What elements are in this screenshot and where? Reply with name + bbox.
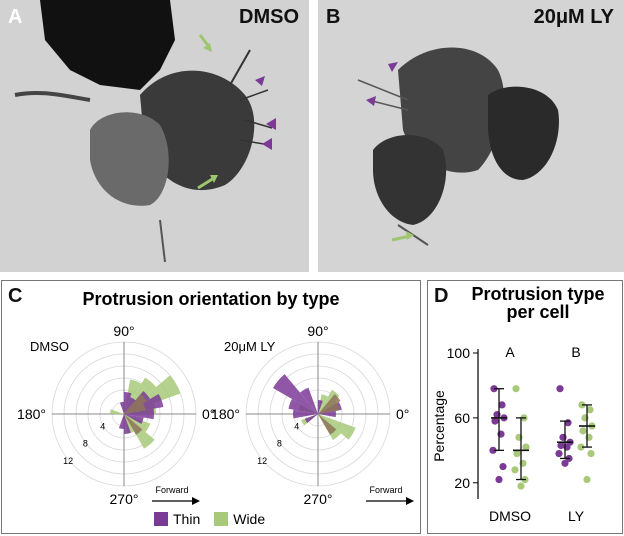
rose-wedge-thin-dmso [124,414,131,434]
rose-wedge-overlap-dmso [124,414,143,435]
rose-wedge-wide-ly [318,394,328,414]
legend-label-wide: Wide [233,511,266,527]
y-tick-label: 20 [454,475,470,491]
rose-wedge-thin-dmso [124,397,136,414]
rose-wedge-thin-dmso [118,414,124,429]
point-wide-dmso [512,385,520,393]
rose-wedge-overlap-ly [318,403,340,414]
panel-c-letter: C [8,285,23,307]
rose-angle-180-ly: 180° [211,406,240,422]
rose-wedge-overlap-ly [318,394,341,414]
point-thin-ly [555,449,563,458]
rose-wedge-thin-dmso [124,408,155,420]
rose-wedge-wide-dmso [110,409,124,414]
point-thin-ly [556,385,564,393]
rose-wedge-thin-dmso [124,414,144,424]
rose-wedge-overlap-dmso [124,394,147,414]
point-wide-dmso [522,443,530,451]
y-tick-label: 100 [447,345,471,361]
panel-d-title-line1: Protrusion type [471,284,605,304]
rose-wedge-wide-ly [318,414,356,440]
legend-swatch-wide [214,512,229,526]
y-tick-label: 60 [454,410,470,426]
rose-wedge-thin-dmso [124,392,132,414]
group-letter-a: A [505,344,515,360]
x-label-dmso: DMSO [489,508,531,524]
panel-a-image [0,0,309,272]
legend-label-thin: Thin [173,511,201,527]
rose-angle-90-dmso: 90° [113,323,134,339]
rose-wedge-thin-ly [318,400,323,414]
panel-d-letter: D [434,285,449,307]
rose-radial-tick-ly: 12 [257,456,267,466]
rose-right-label: 20μM LY [224,339,276,354]
forward-arrowhead-ly [406,497,414,505]
legend: Thin Wide [154,511,265,527]
forward-label-dmso: Forward [155,485,188,495]
x-label-ly: LY [568,508,585,524]
panel-a-letter: A [8,6,23,28]
point-thin-dmso [499,462,507,471]
scatter-plot: 100 60 20 Percentage A B DMSO LY [431,344,596,524]
group-letter-b: B [571,344,580,360]
rose-left-label: DMSO [30,339,69,354]
rose-wedge-thin-ly [304,414,318,423]
rose-wedge-overlap-dmso [124,403,146,414]
panel-c-title: Protrusion orientation by type [82,289,340,309]
panel-a-label: DMSO [239,6,299,28]
point-wide-ly [587,449,595,458]
rose-wedge-overlap-ly [318,414,337,435]
rose-wedge-thin-ly [292,409,318,419]
point-wide-ly [577,443,585,451]
rose-angle-0-dmso: 0° [202,406,215,422]
point-thin-dmso [489,446,497,454]
rose-radial-tick-ly: 4 [294,421,299,431]
point-wide-dmso [517,482,525,490]
rose-wedge-thin-ly [300,387,318,414]
panel-a-micrograph: A DMSO [0,0,309,272]
rose-radial-tick-dmso: 4 [100,421,105,431]
rose-wedge-thin-ly [318,410,336,418]
rose-angle-0-ly: 0° [396,406,409,422]
point-wide-ly [583,475,591,484]
rose-wedge-thin-ly [288,399,318,414]
point-wide-ly [579,427,587,435]
legend-swatch-thin [154,512,168,526]
panel-d: D Protrusion type per cell 100 60 20 Percen… [427,280,623,534]
panel-d-title: Protrusion type per cell [454,285,622,321]
forward-arrowhead-dmso [192,497,200,505]
forward-label-ly: Forward [369,485,402,495]
rose-angle-270-ly: 270° [304,491,333,507]
panel-d-title-line2: per cell [506,302,570,322]
rose-radial-tick-ly: 8 [277,439,282,449]
panel-b-image [318,0,624,272]
panel-b-label: 20μM LY [533,6,614,28]
rose-angle-180-dmso: 180° [17,406,46,422]
panel-c: C Protrusion orientation by type DMSO 20… [1,280,421,534]
point-wide-ly [586,406,594,414]
panel-b-micrograph: B 20μM LY [318,0,624,272]
rose-wedge-thin-ly [272,374,318,414]
point-wide-dmso [513,449,521,458]
rose-angle-90-ly: 90° [307,323,328,339]
point-thin-dmso [495,475,503,484]
rose-radial-tick-dmso: 8 [83,439,88,449]
rose-angle-270-dmso: 270° [110,491,139,507]
rose-wedge-wide-dmso [124,414,134,434]
rose-wedge-wide-dmso [124,414,151,432]
panel-b-letter: B [326,6,341,28]
point-wide-dmso [511,466,519,474]
point-thin-dmso [491,417,499,425]
y-axis-label: Percentage [431,390,447,462]
rose-wedge-thin-dmso [119,402,124,414]
rose-radial-tick-dmso: 12 [63,456,73,466]
point-thin-ly [561,459,569,467]
point-thin-dmso [498,401,506,409]
point-thin-ly [557,441,565,450]
